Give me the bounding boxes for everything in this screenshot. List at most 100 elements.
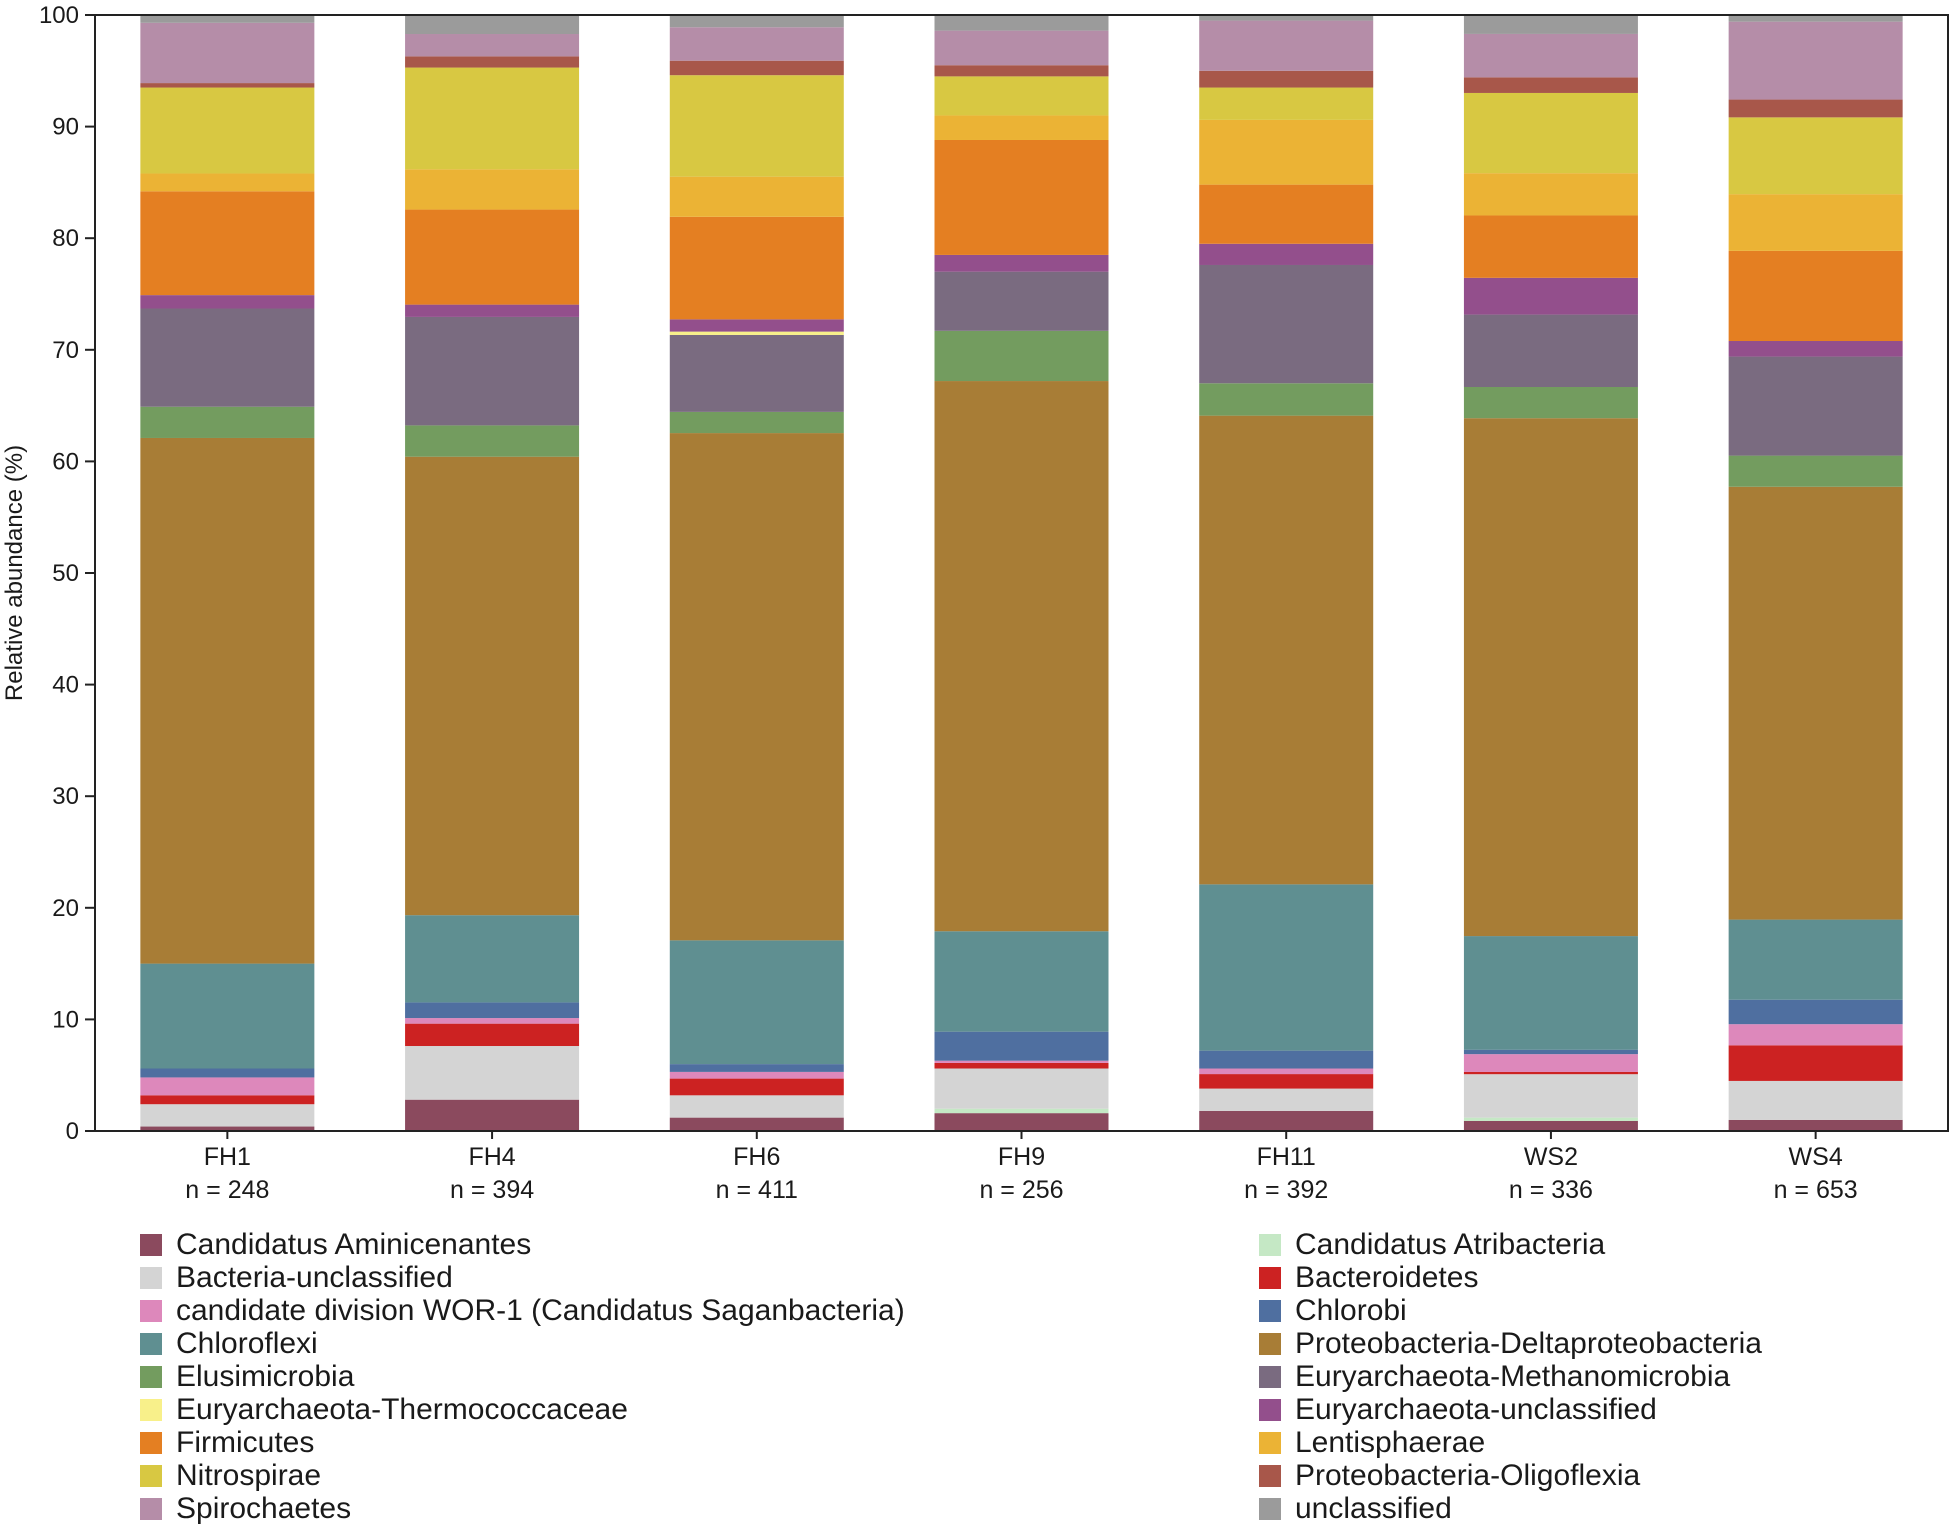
bar-segment-fh1-13 [140, 173, 315, 192]
bar-segment-fh4-8 [405, 425, 580, 457]
legend-swatch [140, 1266, 162, 1289]
bar-segment-fh11-17 [1199, 15, 1374, 21]
legend-item: Spirochaetes [140, 1492, 905, 1525]
bar-segment-ws4-7 [1728, 486, 1903, 920]
bar-segment-fh9-13 [934, 115, 1109, 140]
bar-segment-fh4-15 [405, 56, 580, 68]
legend-item: Euryarchaeota-Thermococcaceae [140, 1393, 905, 1426]
legend-label: Firmicutes [176, 1426, 315, 1459]
legend: Candidatus Aminicenantes Bacteria-unclass… [0, 1228, 1950, 1528]
legend-swatch [1259, 1299, 1281, 1322]
legend-swatch [1259, 1464, 1281, 1487]
legend-item: Firmicutes [140, 1426, 905, 1459]
y-tick-label: 40 [52, 672, 79, 699]
bar-segment-fh1-0 [140, 1126, 315, 1131]
y-tick-label: 60 [52, 448, 79, 475]
x-sample-size-label: n = 248 [185, 1176, 269, 1204]
y-tick-label: 30 [52, 783, 79, 810]
bar-segment-ws4-13 [1728, 194, 1903, 251]
y-tick-label: 10 [52, 1006, 79, 1033]
bar-segment-fh9-17 [934, 15, 1109, 31]
y-tick-label: 20 [52, 895, 79, 922]
y-tick-label: 80 [52, 225, 79, 252]
bar-segment-fh6-16 [669, 27, 844, 61]
bar-segment-fh9-5 [934, 1031, 1109, 1061]
bar-segment-fh6-7 [669, 433, 844, 941]
legend-swatch [1259, 1266, 1281, 1289]
bar-segment-ws4-12 [1728, 250, 1903, 342]
bar-segment-fh6-5 [669, 1064, 844, 1072]
bar-segment-fh1-9 [140, 308, 315, 407]
bar-segment-fh9-11 [934, 254, 1109, 272]
bar-segment-fh6-6 [669, 940, 844, 1065]
bar-segment-ws2-3 [1463, 1071, 1638, 1075]
bar-segment-fh9-3 [934, 1062, 1109, 1069]
legend-label: Euryarchaeota-Methanomicrobia [1295, 1360, 1731, 1393]
bar-segment-fh4-6 [405, 915, 580, 1003]
bar-segment-fh9-6 [934, 931, 1109, 1032]
bar-segment-ws2-17 [1463, 15, 1638, 34]
x-tick-label: WS4 [1789, 1143, 1843, 1171]
legend-label: Chlorobi [1295, 1294, 1407, 1327]
legend-swatch [140, 1398, 162, 1421]
legend-label: Nitrospirae [176, 1459, 322, 1492]
bar-segment-fh9-12 [934, 139, 1109, 255]
bar-segment-fh4-14 [405, 67, 580, 170]
bar-segment-fh9-14 [934, 76, 1109, 116]
bar-segment-fh4-2 [405, 1046, 580, 1100]
x-sample-size-label: n = 256 [979, 1176, 1063, 1204]
legend-item: Bacteroidetes [1259, 1261, 1762, 1294]
bar-segment-fh1-12 [140, 191, 315, 296]
bar-segment-ws2-2 [1463, 1074, 1638, 1118]
bar-segment-fh11-12 [1199, 184, 1374, 244]
legend-swatch [1259, 1332, 1281, 1355]
legend-label: Bacteroidetes [1295, 1261, 1479, 1294]
bar-segment-ws2-11 [1463, 277, 1638, 315]
bars-group [140, 15, 1903, 1131]
bar-segment-fh4-12 [405, 209, 580, 305]
bar-segment-fh11-9 [1199, 264, 1374, 384]
bar-segment-ws4-3 [1728, 1045, 1903, 1081]
bar-segment-fh11-2 [1199, 1088, 1374, 1111]
x-tick-label: WS2 [1524, 1143, 1578, 1171]
legend-item: Euryarchaeota-unclassified [1259, 1393, 1762, 1426]
bar-segment-ws2-15 [1463, 77, 1638, 93]
legend-swatch [140, 1299, 162, 1322]
bar-segment-ws4-16 [1728, 21, 1903, 100]
bar-segment-fh6-4 [669, 1071, 844, 1079]
y-tick-label: 100 [39, 2, 79, 29]
legend-swatch [140, 1233, 162, 1256]
bar-segment-fh11-4 [1199, 1068, 1374, 1075]
bar-segment-fh11-15 [1199, 70, 1374, 88]
bar-segment-ws2-13 [1463, 173, 1638, 216]
bar-segment-fh1-15 [140, 83, 315, 88]
bar-segment-fh11-5 [1199, 1050, 1374, 1069]
x-sample-size-label: n = 336 [1509, 1176, 1593, 1204]
legend-item: candidate division WOR-1 (Candidatus Sag… [140, 1294, 905, 1327]
bar-segment-fh6-14 [669, 75, 844, 177]
x-sample-size-label: n = 394 [450, 1176, 534, 1204]
bar-segment-fh1-8 [140, 406, 315, 438]
legend-item: Chloroflexi [140, 1327, 905, 1360]
legend-label: Candidatus Atribacteria [1295, 1228, 1606, 1261]
bar-segment-fh1-2 [140, 1104, 315, 1127]
bar-segment-fh11-14 [1199, 87, 1374, 120]
x-sample-size-label: n = 411 [716, 1176, 798, 1204]
bar-segment-ws4-2 [1728, 1080, 1903, 1120]
bar-segment-fh4-0 [405, 1099, 580, 1131]
bar-segment-fh4-16 [405, 34, 580, 57]
bar-segment-fh1-3 [140, 1095, 315, 1105]
legend-item: Chlorobi [1259, 1294, 1762, 1327]
bar-segment-fh9-8 [934, 330, 1109, 382]
bar-segment-ws2-4 [1463, 1054, 1638, 1072]
bar-segment-ws2-1 [1463, 1117, 1638, 1121]
bar-segment-fh9-1 [934, 1108, 1109, 1114]
legend-item: Proteobacteria-Oligoflexia [1259, 1459, 1762, 1492]
legend-swatch [1259, 1365, 1281, 1388]
bar-segment-ws4-11 [1728, 341, 1903, 357]
x-sample-size-label: n = 653 [1774, 1176, 1858, 1204]
bar-segment-ws4-5 [1728, 999, 1903, 1025]
bar-segment-fh1-17 [140, 15, 315, 23]
legend-item: Nitrospirae [140, 1459, 905, 1492]
bar-segment-fh6-13 [669, 176, 844, 217]
